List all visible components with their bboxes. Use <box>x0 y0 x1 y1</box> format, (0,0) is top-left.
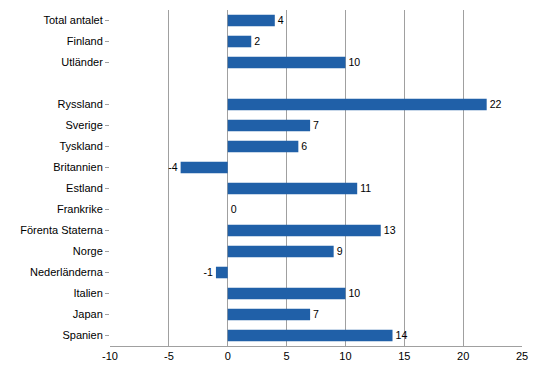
svg-text:Ryssland: Ryssland <box>58 98 103 110</box>
svg-text:Norge: Norge <box>73 245 103 257</box>
svg-text:6: 6 <box>301 140 307 152</box>
svg-text:10: 10 <box>348 56 360 68</box>
svg-text:-10: -10 <box>102 350 118 362</box>
svg-text:7: 7 <box>313 119 319 131</box>
svg-text:Förenta Staterna: Förenta Staterna <box>20 224 103 236</box>
svg-text:Spanien: Spanien <box>62 329 102 341</box>
svg-text:Italien: Italien <box>73 287 102 299</box>
svg-text:9: 9 <box>337 245 343 257</box>
svg-text:-5: -5 <box>164 350 174 362</box>
svg-text:-4: -4 <box>168 161 178 173</box>
svg-text:11: 11 <box>360 182 371 194</box>
svg-text:-1: -1 <box>204 266 214 278</box>
svg-text:Utländer: Utländer <box>61 56 103 68</box>
svg-text:Tyskland: Tyskland <box>59 140 102 152</box>
svg-text:5: 5 <box>284 350 290 362</box>
svg-text:Finland: Finland <box>67 35 103 47</box>
svg-text:Sverige: Sverige <box>66 119 103 131</box>
svg-text:20: 20 <box>457 350 469 362</box>
svg-text:0: 0 <box>225 350 231 362</box>
svg-text:10: 10 <box>348 287 360 299</box>
svg-text:22: 22 <box>490 98 502 110</box>
svg-text:13: 13 <box>384 224 396 236</box>
svg-text:Total antalet: Total antalet <box>43 14 102 26</box>
svg-text:15: 15 <box>398 350 410 362</box>
svg-text:Frankrike: Frankrike <box>57 203 103 215</box>
svg-text:4: 4 <box>278 14 284 26</box>
svg-text:0: 0 <box>231 203 237 215</box>
svg-text:Japan: Japan <box>73 308 103 320</box>
svg-text:14: 14 <box>396 329 408 341</box>
svg-text:25: 25 <box>516 350 528 362</box>
svg-text:7: 7 <box>313 308 319 320</box>
svg-text:Nederländerna: Nederländerna <box>30 266 104 278</box>
svg-text:10: 10 <box>339 350 351 362</box>
svg-text:Britannien: Britannien <box>53 161 103 173</box>
svg-text:2: 2 <box>254 35 260 47</box>
svg-text:Estland: Estland <box>66 182 103 194</box>
